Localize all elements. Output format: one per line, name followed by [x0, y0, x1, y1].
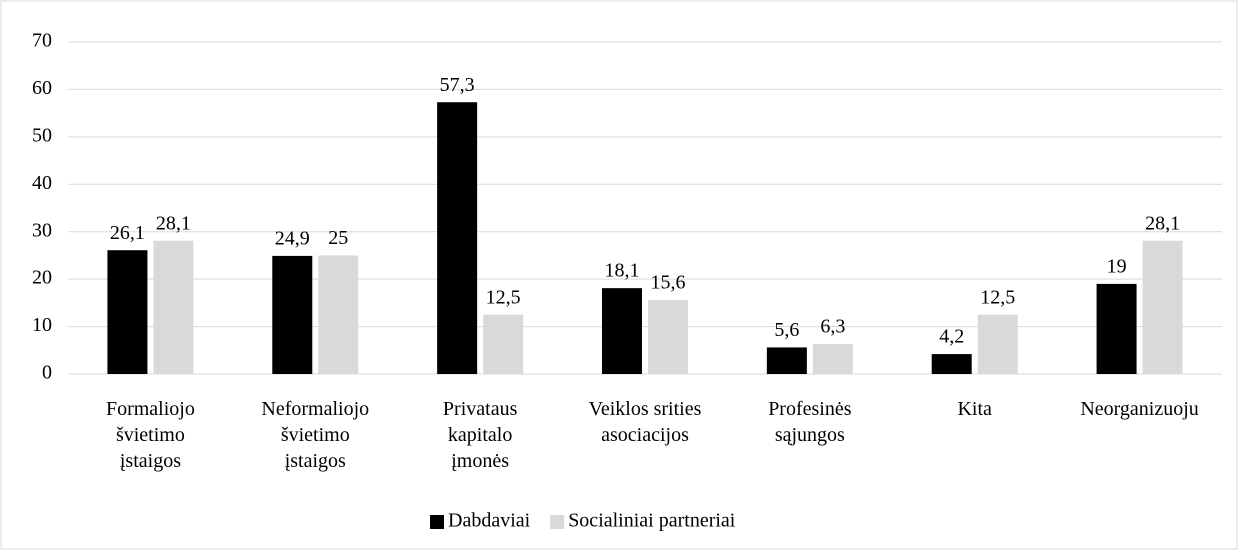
data-label: 5,6 [774, 319, 799, 341]
x-tick-label: Neformaliojo švietimo įstaigos [261, 398, 369, 472]
x-tick-label: Neorganizuoju [1080, 398, 1199, 420]
y-tick-label: 20 [32, 267, 52, 289]
data-label: 6,3 [820, 316, 845, 338]
y-tick-label: 60 [32, 77, 52, 99]
data-label: 24,9 [275, 227, 310, 249]
legend-label: Dabdaviai [448, 510, 531, 532]
bar [318, 255, 359, 374]
bar [483, 314, 524, 374]
legend-label: Socialiniai partneriai [568, 510, 736, 532]
data-label: 12,5 [486, 286, 521, 308]
data-label: 57,3 [440, 74, 475, 96]
legend-swatch [550, 515, 565, 529]
bar [977, 314, 1018, 374]
data-label: 15,6 [651, 272, 686, 294]
x-tick-label: Kita [957, 398, 992, 420]
bar [272, 255, 313, 374]
data-label: 28,1 [156, 212, 191, 234]
x-tick-label: Profesinės sąjungos [768, 398, 852, 446]
y-tick-label: 40 [32, 172, 52, 194]
data-label: 19 [1107, 255, 1127, 277]
y-tick-label: 0 [42, 362, 52, 384]
data-label: 12,5 [980, 286, 1015, 308]
bar [107, 250, 148, 374]
data-label: 25 [328, 227, 348, 249]
bar [648, 300, 688, 374]
bar [812, 344, 853, 374]
bar [602, 288, 642, 374]
bar [153, 240, 194, 374]
x-tick-label: Privataus kapitalo įmonės [443, 398, 518, 472]
bar [1142, 240, 1183, 374]
bar [437, 102, 478, 374]
data-label: 28,1 [1145, 212, 1180, 234]
data-label: 4,2 [939, 326, 964, 348]
bar [766, 347, 807, 374]
data-label: 26,1 [110, 222, 145, 244]
y-tick-label: 30 [32, 219, 52, 241]
y-tick-label: 70 [32, 30, 52, 52]
legend-swatch [430, 515, 444, 529]
y-tick-label: 10 [32, 314, 52, 336]
y-tick-label: 50 [32, 124, 52, 146]
bar [1096, 283, 1137, 374]
bar [931, 354, 972, 374]
x-tick-label: Veiklos srities asociacijos [589, 398, 702, 446]
x-tick-label: Formaliojo švietimo įstaigos [106, 398, 195, 472]
data-label: 18,1 [605, 260, 640, 282]
